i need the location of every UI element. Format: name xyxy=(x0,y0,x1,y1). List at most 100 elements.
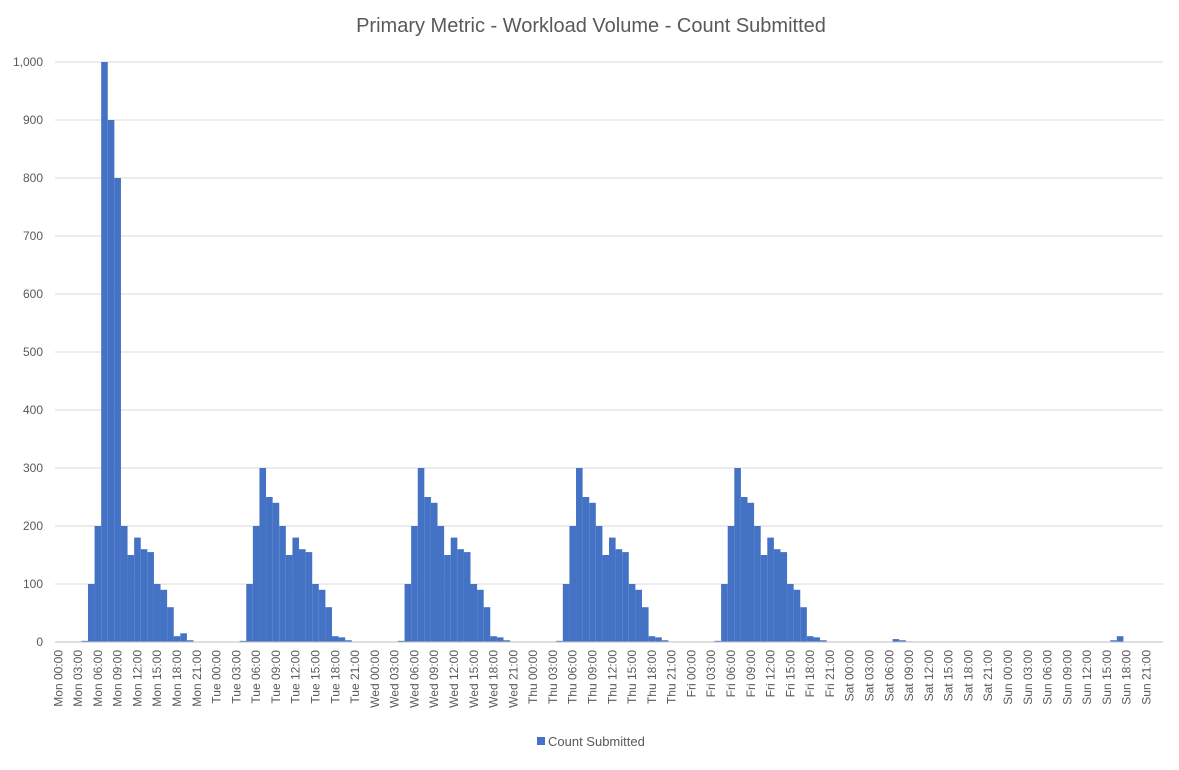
bar xyxy=(635,589,642,642)
x-tick-label: Thu 00:00 xyxy=(526,650,540,704)
x-axis-ticks: Mon 00:00 Mon 03:00 Mon 06:00 Mon 09:00 Mon … xyxy=(51,650,1153,708)
bar xyxy=(424,497,431,642)
bar xyxy=(292,537,300,642)
bar xyxy=(332,636,339,642)
x-tick-label: Fri 15:00 xyxy=(783,650,797,698)
bar xyxy=(569,526,577,642)
gridlines xyxy=(55,61,1163,585)
bar xyxy=(747,502,755,642)
x-tick-label: Thu 12:00 xyxy=(605,650,619,704)
bar xyxy=(134,537,141,642)
bar xyxy=(628,584,636,642)
bar xyxy=(622,552,629,642)
x-tick-label: Fri 21:00 xyxy=(823,650,837,698)
bar xyxy=(787,584,794,642)
bar xyxy=(266,497,273,642)
bar xyxy=(259,468,267,642)
x-tick-label: Mon 06:00 xyxy=(91,650,105,707)
x-tick-label: Wed 09:00 xyxy=(427,650,441,708)
bar xyxy=(562,584,570,642)
x-tick-label: Tue 00:00 xyxy=(210,650,224,704)
bar xyxy=(140,549,148,642)
bar xyxy=(773,549,781,642)
y-tick-label: 700 xyxy=(23,229,43,243)
x-tick-label: Sun 06:00 xyxy=(1041,650,1055,705)
bar xyxy=(186,640,194,642)
bar xyxy=(404,584,412,642)
x-tick-label: Sat 15:00 xyxy=(942,650,956,702)
bar xyxy=(899,640,906,642)
y-tick-label: 200 xyxy=(23,519,43,533)
bar xyxy=(641,607,649,642)
bar xyxy=(615,549,623,642)
x-tick-label: Tue 15:00 xyxy=(309,650,323,704)
bar xyxy=(246,584,253,642)
x-tick-label: Mon 21:00 xyxy=(190,650,204,707)
x-tick-label: Mon 00:00 xyxy=(51,650,65,707)
bar xyxy=(892,639,900,642)
bar xyxy=(483,607,491,642)
x-tick-label: Tue 06:00 xyxy=(249,650,263,704)
chart-title: Primary Metric - Workload Volume - Count… xyxy=(356,15,826,37)
bar xyxy=(114,178,121,642)
x-tick-label: Mon 09:00 xyxy=(111,650,125,707)
x-tick-label: Mon 03:00 xyxy=(71,650,85,707)
bar xyxy=(714,640,722,642)
bar xyxy=(813,637,821,642)
y-tick-label: 900 xyxy=(23,113,43,127)
bar xyxy=(457,549,464,642)
y-tick-label: 100 xyxy=(23,577,43,591)
x-tick-label: Wed 18:00 xyxy=(487,650,501,708)
y-tick-label: 600 xyxy=(23,287,43,301)
x-tick-label: Fri 00:00 xyxy=(684,650,698,698)
bar xyxy=(272,502,280,642)
x-tick-label: Sun 09:00 xyxy=(1060,650,1074,705)
x-tick-label: Wed 15:00 xyxy=(467,650,481,708)
legend: Count Submitted xyxy=(537,734,645,749)
bar xyxy=(160,589,168,642)
x-tick-label: Thu 21:00 xyxy=(665,650,679,704)
bar xyxy=(602,555,609,642)
x-tick-label: Tue 12:00 xyxy=(289,650,303,704)
bar xyxy=(180,633,187,642)
bar xyxy=(173,636,181,642)
bar xyxy=(760,555,768,642)
bar xyxy=(397,640,405,642)
bar xyxy=(470,584,478,642)
bar xyxy=(477,589,484,642)
y-tick-label: 300 xyxy=(23,461,43,475)
x-tick-label: Tue 18:00 xyxy=(328,650,342,704)
bar xyxy=(740,497,748,642)
x-tick-label: Mon 18:00 xyxy=(170,650,184,707)
bar xyxy=(793,589,801,642)
bars xyxy=(81,62,1124,642)
bar xyxy=(147,552,154,642)
bar xyxy=(595,526,603,642)
x-tick-label: Fri 03:00 xyxy=(704,650,718,698)
bar xyxy=(107,120,115,642)
bar xyxy=(496,637,504,642)
x-tick-label: Sun 15:00 xyxy=(1100,650,1114,705)
bar xyxy=(101,62,108,642)
x-tick-label: Sun 21:00 xyxy=(1140,650,1154,705)
bar xyxy=(87,584,95,642)
x-tick-label: Sun 03:00 xyxy=(1021,650,1035,705)
bar xyxy=(299,549,306,642)
x-tick-label: Tue 21:00 xyxy=(348,650,362,704)
x-tick-label: Fri 06:00 xyxy=(724,650,738,698)
bar xyxy=(153,584,161,642)
x-tick-label: Sat 09:00 xyxy=(902,650,916,702)
bar xyxy=(437,526,445,642)
bar xyxy=(285,555,293,642)
x-tick-label: Sun 18:00 xyxy=(1120,650,1134,705)
x-tick-label: Sat 18:00 xyxy=(961,650,975,702)
y-tick-label: 800 xyxy=(23,171,43,185)
bar xyxy=(450,537,458,642)
bar xyxy=(411,526,418,642)
x-tick-label: Sat 12:00 xyxy=(922,650,936,702)
bar xyxy=(806,636,814,642)
y-axis-ticks: 0 100 200 300 400 500 600 700 800 900 1,000 xyxy=(13,55,43,649)
bar xyxy=(81,640,88,642)
bar xyxy=(239,640,247,642)
bar xyxy=(318,589,326,642)
